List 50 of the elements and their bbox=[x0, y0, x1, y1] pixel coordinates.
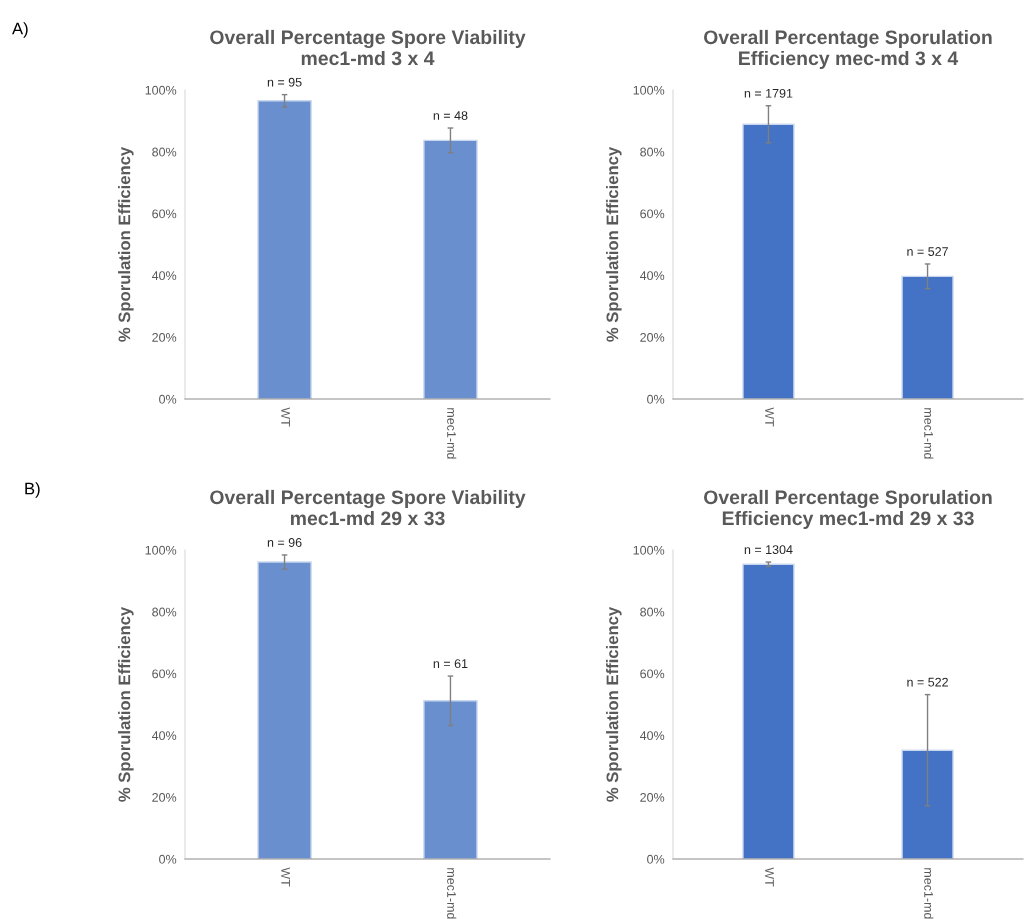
y-tick-label: 60% bbox=[640, 669, 665, 679]
y-tick-label: 80% bbox=[640, 147, 665, 157]
y-tick-label: 40% bbox=[639, 731, 665, 741]
x-tick-label: WT bbox=[765, 407, 774, 427]
y-tick-label: 0% bbox=[159, 394, 177, 404]
y-tick-label: 40% bbox=[639, 271, 665, 281]
y-tick-label: 80% bbox=[152, 607, 177, 617]
y-tick-label: 0% bbox=[159, 854, 177, 864]
annotation: n = 96 bbox=[267, 538, 302, 547]
x-tick-label: mec1-md bbox=[447, 868, 457, 919]
y-tick-label: 20% bbox=[152, 333, 177, 342]
y-tick-label: 60% bbox=[640, 209, 665, 219]
y-tick-label: 100% bbox=[145, 85, 177, 95]
annotation: n = 48 bbox=[433, 111, 468, 120]
annotation: n = 1304 bbox=[744, 545, 793, 555]
y-tick-label: 60% bbox=[152, 209, 177, 219]
annotation: n = 522 bbox=[907, 677, 948, 687]
y-axis-title: % Sporulation Efficiency bbox=[118, 146, 134, 342]
y-tick-label: 0% bbox=[647, 854, 665, 864]
y-tick-label: 20% bbox=[640, 793, 665, 802]
annotation: n = 1791 bbox=[744, 88, 793, 98]
y-axis-title: % Sporulation Efficiency bbox=[606, 146, 622, 342]
chart-title: Overall Percentage Sporulation Efficiency mec1-md 29 x 33 bbox=[704, 489, 992, 530]
x-tick-label: WT bbox=[281, 867, 290, 887]
y-tick-label: 80% bbox=[640, 607, 665, 617]
x-tick-label: mec1-md bbox=[924, 408, 934, 459]
chart-title: Overall Percentage Spore Viability mec1-md 29 x 33 bbox=[210, 489, 526, 526]
annotation: n = 527 bbox=[907, 247, 948, 256]
x-tick-label: mec1-md bbox=[447, 408, 457, 459]
y-tick-label: 20% bbox=[152, 793, 177, 802]
chart-title: Overall Percentage Spore Viability mec1-md 3 x 4 bbox=[210, 29, 526, 66]
annotation: n = 95 bbox=[267, 77, 302, 87]
y-axis-title: % Sporulation Efficiency bbox=[118, 606, 134, 802]
x-tick-label: mec1-md bbox=[924, 868, 934, 919]
text: A) bbox=[12, 22, 28, 38]
y-tick-label: 0% bbox=[647, 394, 665, 404]
chart-title: Overall Percentage Sporulation Efficiency mec-md 3 x 4 bbox=[704, 29, 992, 70]
text: B) bbox=[25, 482, 40, 498]
annotation: n = 61 bbox=[433, 659, 468, 669]
y-tick-label: 100% bbox=[633, 545, 665, 555]
x-tick-label: WT bbox=[281, 407, 290, 427]
y-tick-label: 100% bbox=[145, 545, 177, 555]
y-tick-label: 40% bbox=[151, 731, 177, 741]
x-tick-label: WT bbox=[765, 867, 774, 887]
y-tick-label: 60% bbox=[152, 669, 177, 679]
y-tick-label: 80% bbox=[152, 147, 177, 157]
y-tick-label: 100% bbox=[633, 85, 665, 95]
y-tick-label: 40% bbox=[151, 271, 177, 281]
y-axis-title: % Sporulation Efficiency bbox=[606, 606, 622, 802]
y-tick-label: 20% bbox=[640, 333, 665, 342]
